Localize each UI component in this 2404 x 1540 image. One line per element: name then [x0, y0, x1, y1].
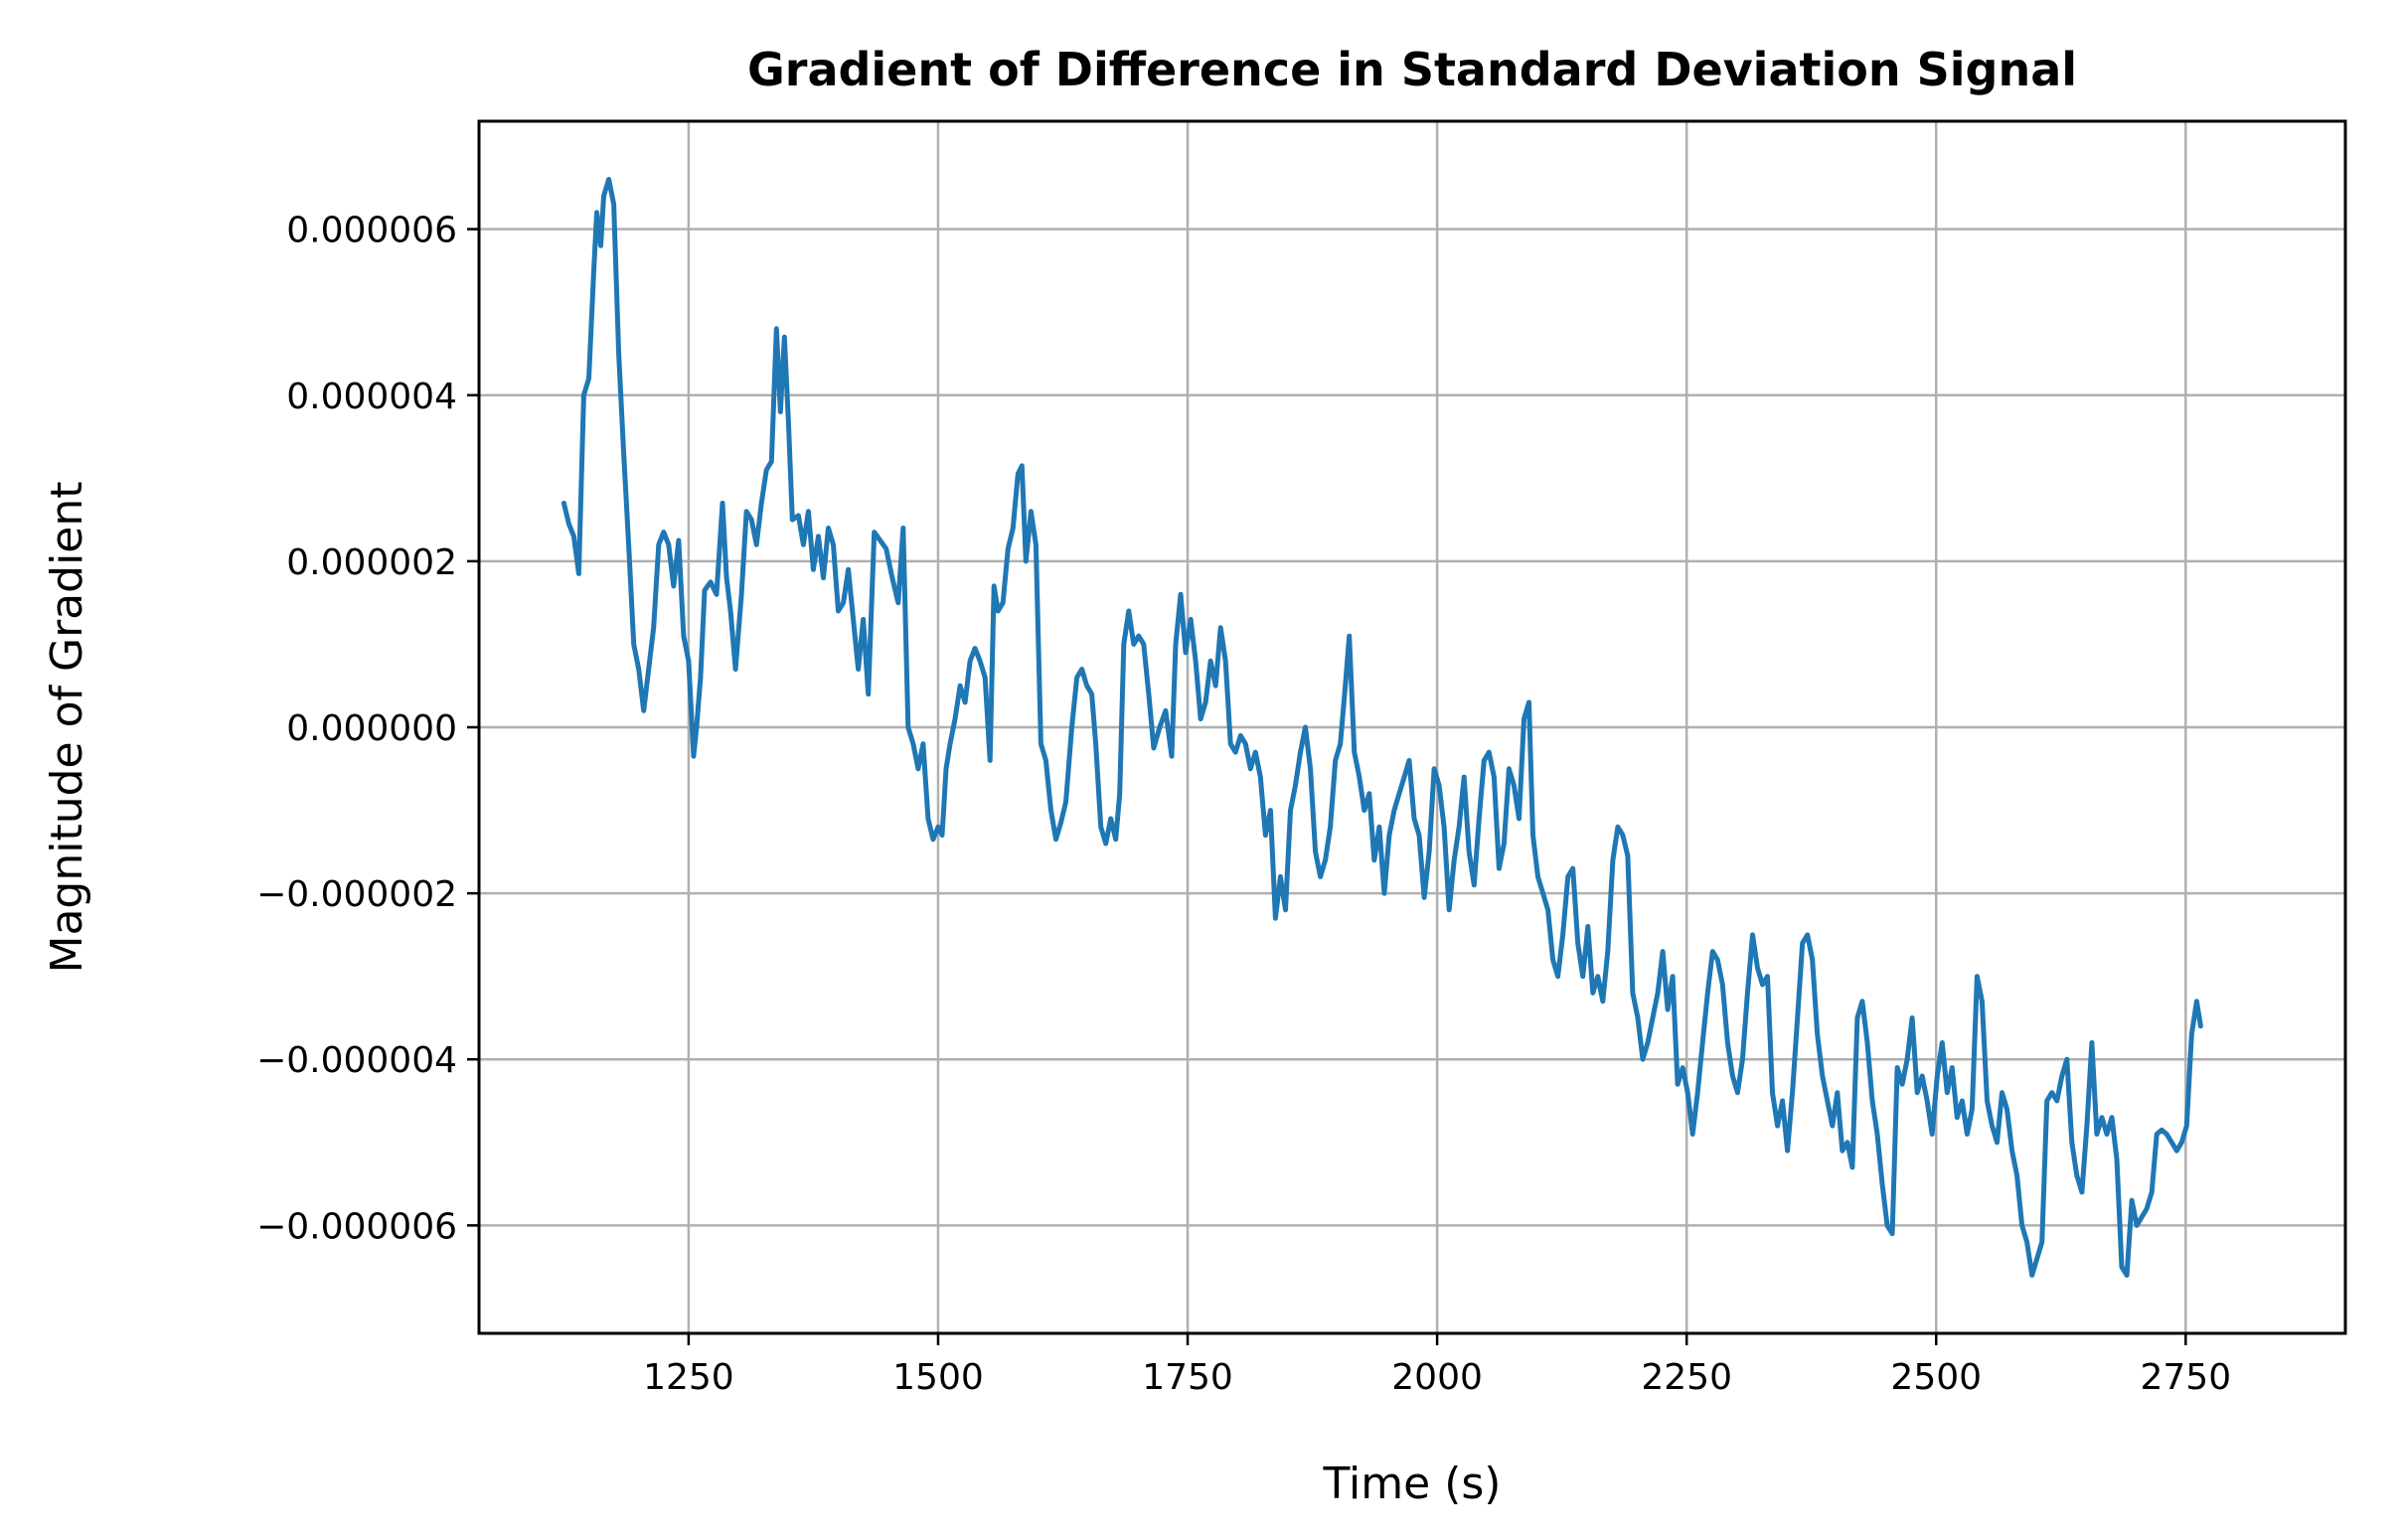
series-line — [561, 177, 2203, 1278]
ticks: 1250 1500 1750 2000 2250 2500 2750 0.000006 0.00… — [256, 211, 2231, 1398]
y-tick-label: −0.000006 — [256, 1206, 457, 1247]
x-tick-label: 2750 — [2141, 1357, 2232, 1398]
y-tick-label: −0.000004 — [256, 1040, 457, 1081]
x-axis-title: Time (s) — [1323, 1459, 1502, 1509]
y-axis-title: Magnitude of Gradient — [42, 482, 92, 974]
series-layer — [561, 177, 2203, 1278]
y-tick-label: 0.000004 — [286, 377, 457, 417]
x-tick-label: 1250 — [643, 1357, 734, 1398]
grid — [479, 121, 2345, 1333]
x-tick-label: 2500 — [1890, 1357, 1982, 1398]
x-tick-label: 1500 — [892, 1357, 984, 1398]
x-tick-label: 2000 — [1391, 1357, 1483, 1398]
x-tick-label: 2250 — [1641, 1357, 1732, 1398]
y-tick-label: 0.000006 — [286, 211, 457, 251]
y-tick-label: 0.000002 — [286, 542, 457, 583]
y-tick-label: −0.000002 — [256, 874, 457, 915]
y-tick-label: 0.000000 — [286, 708, 457, 749]
chart-title: Gradient of Difference in Standard Devia… — [747, 43, 2077, 96]
x-tick-label: 1750 — [1142, 1357, 1233, 1398]
